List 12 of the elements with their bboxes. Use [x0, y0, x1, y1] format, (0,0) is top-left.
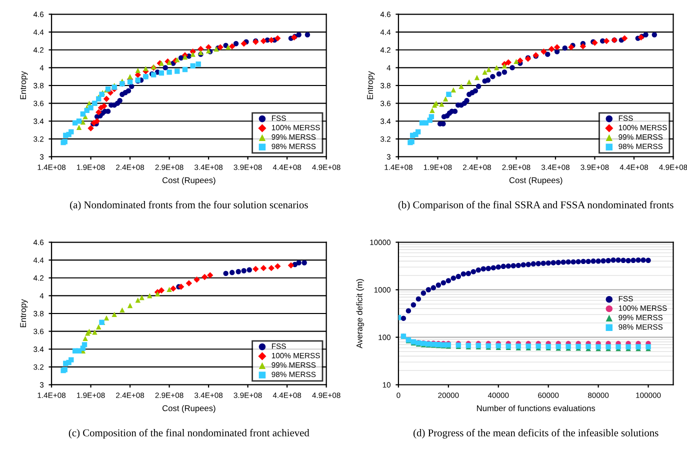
y-axis-title: Average deficit (m) — [356, 279, 364, 348]
text: (d) Progress of the mean deficits of the infeasible solutions — [414, 428, 658, 439]
text: (c) Composition of the final nondominated front achieved — [68, 428, 310, 438]
y-axis-title: Entropy — [20, 71, 28, 100]
x-axis-title: Cost (Rupees) — [162, 405, 216, 413]
y-axis-title: Entropy — [367, 71, 375, 100]
y-axis-title: Entropy — [20, 299, 28, 328]
x-axis-title: Cost (Rupees) — [509, 177, 562, 185]
text: (b) Comparison of the final SSRA and FSSA nondominated fronts — [398, 200, 674, 210]
x-axis-title: Cost (Rupees) — [162, 177, 216, 185]
x-axis-title: Number of functions evaluations — [477, 405, 596, 412]
text: (a) Nondominated fronts from the four solution scenarios — [70, 200, 308, 210]
